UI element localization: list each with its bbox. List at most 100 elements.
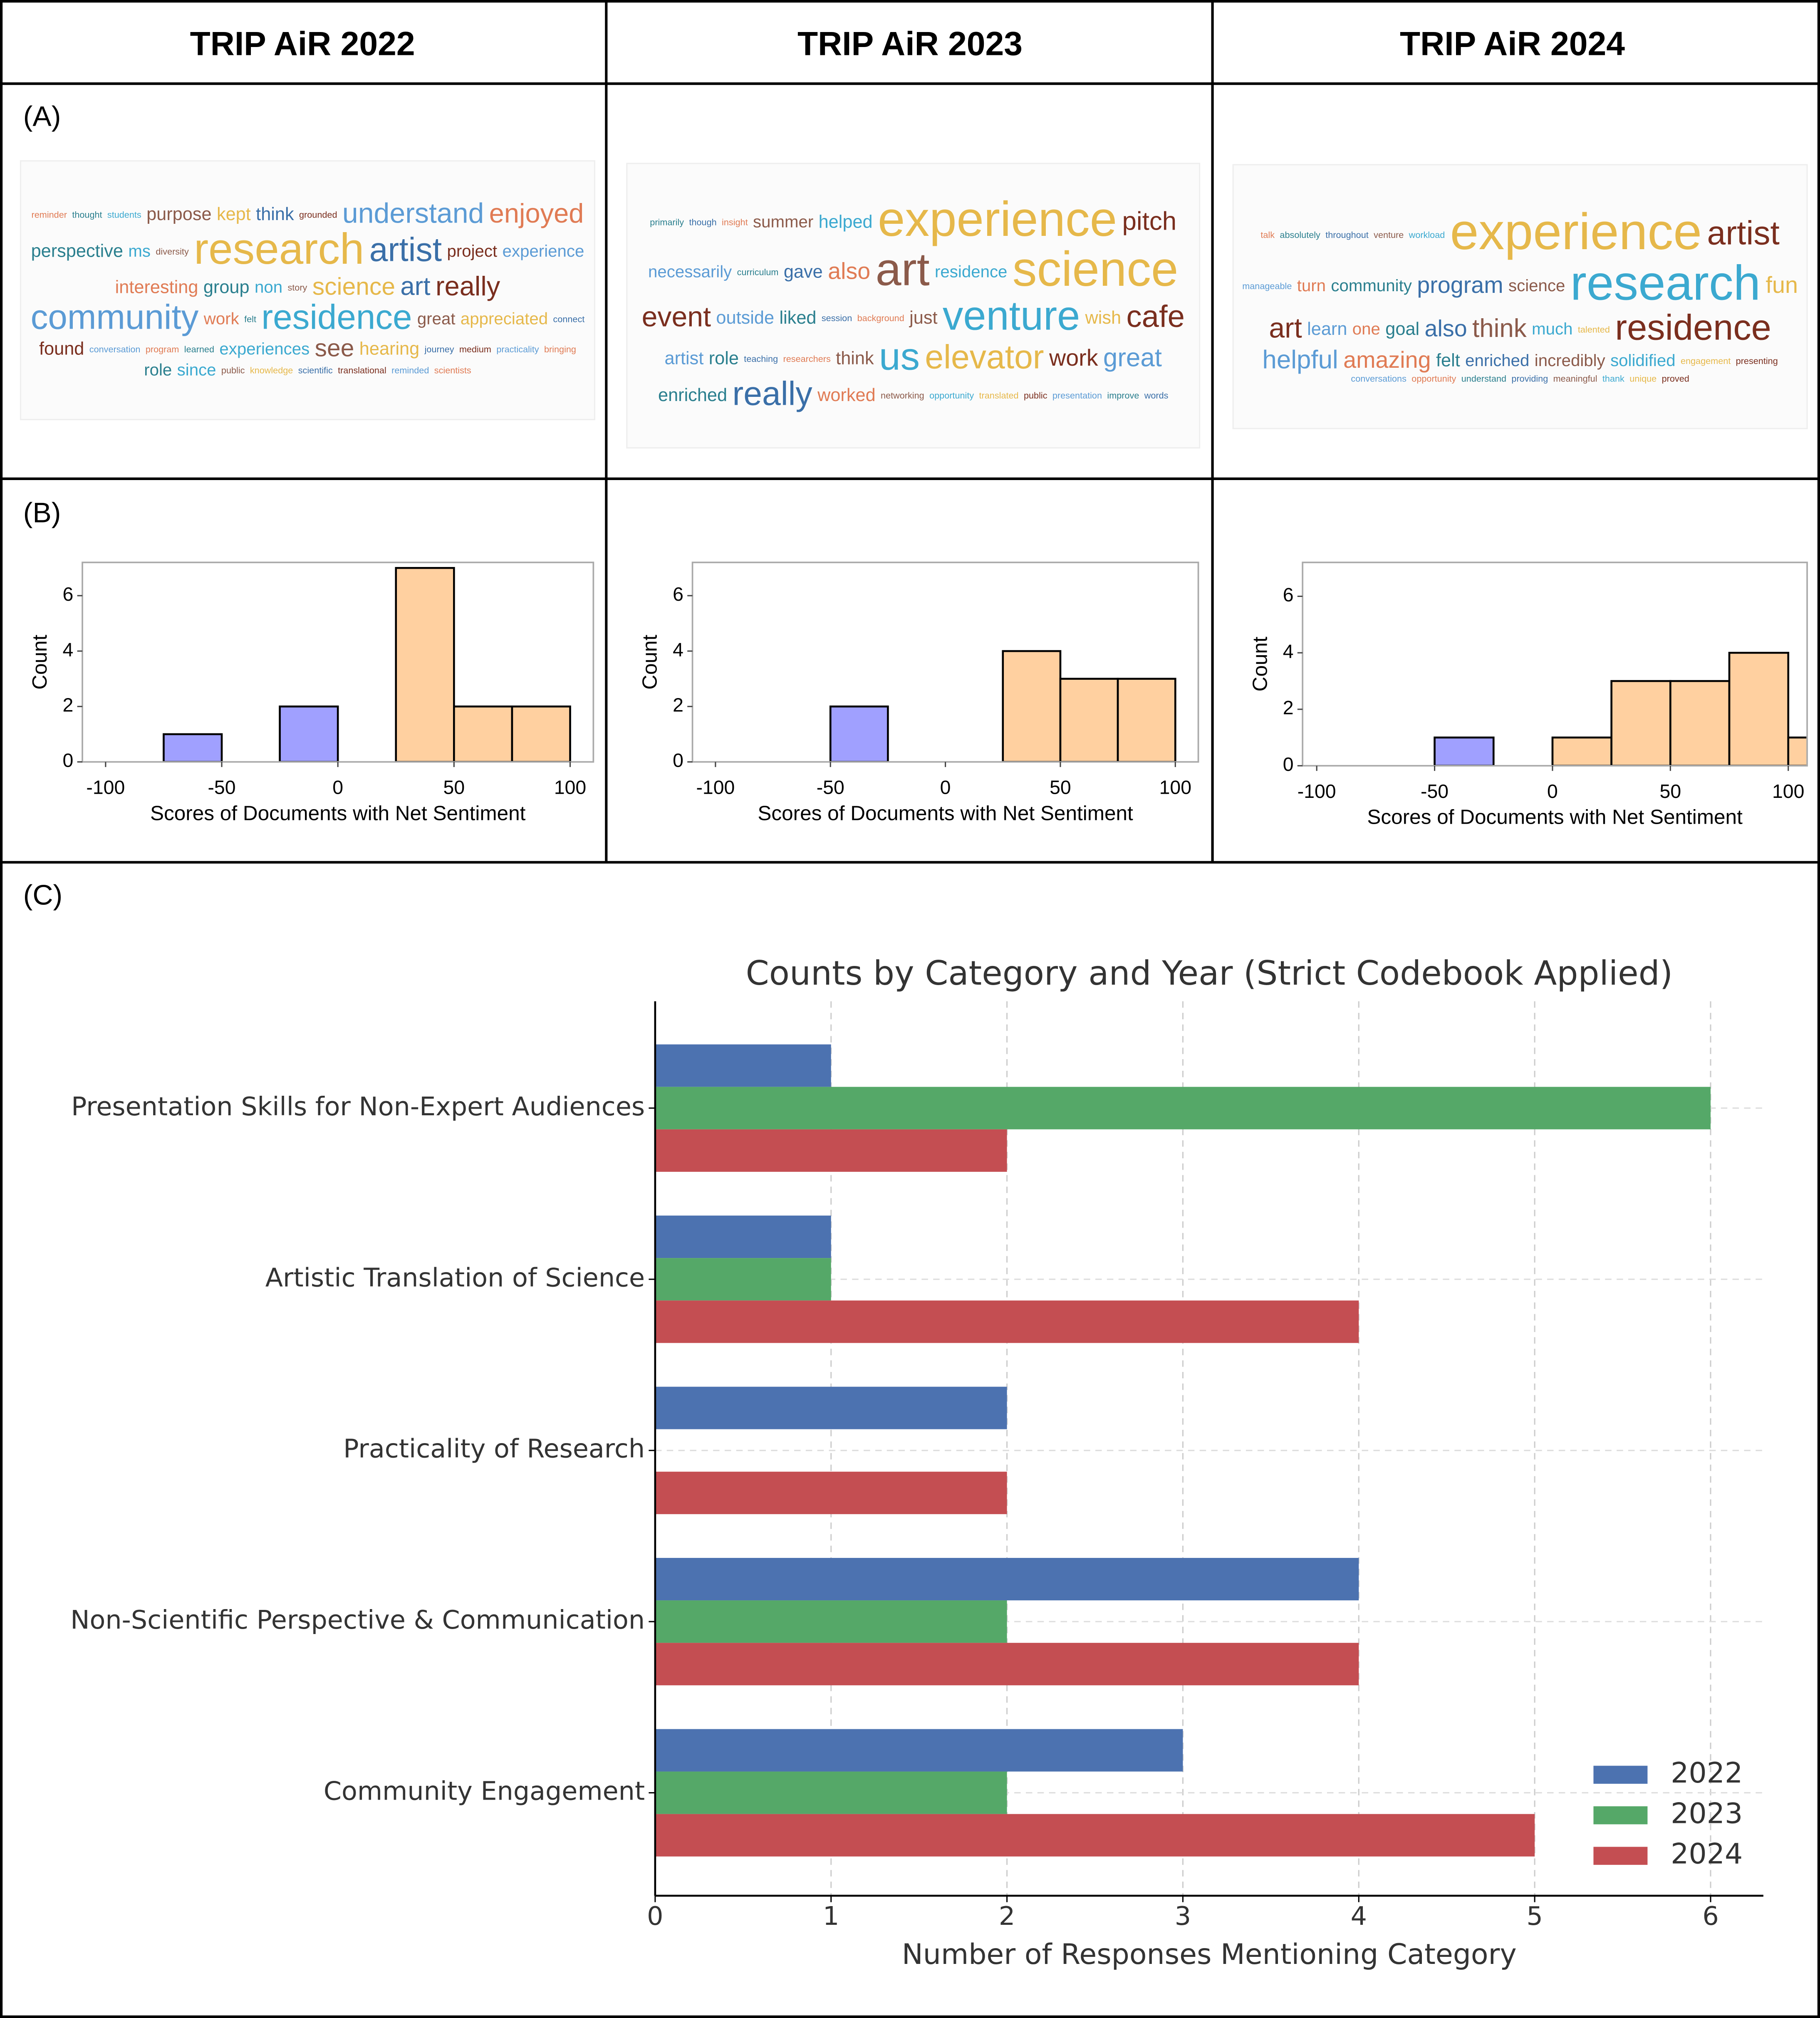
word: opportunity <box>929 390 974 401</box>
word: summer <box>753 213 813 231</box>
column-title: TRIP AiR 2023 <box>797 25 1023 63</box>
word: experience <box>503 242 584 260</box>
bar <box>655 1729 1183 1772</box>
x-tick-label: -100 <box>696 777 735 798</box>
bar <box>1551 736 1612 766</box>
word: science <box>1508 276 1565 295</box>
word: program <box>1417 272 1503 298</box>
y-tick-label: 6 <box>1283 584 1294 606</box>
word: opportunity <box>1411 374 1456 384</box>
y-tick-label: 6 <box>63 583 74 605</box>
word: enjoyed <box>489 198 584 228</box>
word: practicality <box>496 344 539 354</box>
bar <box>395 567 455 762</box>
word: venture <box>943 292 1080 338</box>
bar <box>655 1771 1007 1814</box>
bar <box>279 705 339 762</box>
bar <box>829 705 889 762</box>
x-axis-label: Scores of Documents with Net Sentiment <box>150 802 526 825</box>
panel-label: (C) <box>23 879 62 911</box>
x-tick-label: 0 <box>647 1901 663 1931</box>
word: engagement <box>1681 356 1731 366</box>
x-tick-label: 4 <box>1351 1901 1367 1931</box>
bar <box>655 1600 1007 1643</box>
word: learned <box>184 344 214 354</box>
word: see <box>315 335 354 362</box>
bar <box>1610 680 1671 766</box>
word: also <box>828 258 870 284</box>
bar <box>655 1258 831 1301</box>
word: goal <box>1385 319 1419 339</box>
x-tick-label: 100 <box>1772 780 1804 802</box>
word: just <box>909 308 937 328</box>
chart-title: Counts by Category and Year (Strict Code… <box>746 953 1673 993</box>
word: role <box>709 349 739 369</box>
y-tick-label: Practicality of Research <box>343 1434 645 1464</box>
bar <box>1669 680 1731 766</box>
word: workload <box>1409 230 1445 240</box>
word: turn <box>1297 276 1326 295</box>
word: conversation <box>89 344 141 354</box>
word: translated <box>979 390 1019 401</box>
word: words <box>1144 390 1169 401</box>
y-tick-label: Non-Scientific Perspective & Communicati… <box>70 1605 645 1635</box>
word: teaching <box>744 354 778 364</box>
word: think <box>256 204 294 224</box>
bar <box>655 1300 1359 1343</box>
word: perspective <box>31 241 123 261</box>
word: medium <box>459 344 491 354</box>
x-tick-label: 0 <box>332 777 343 798</box>
bar <box>655 1387 1007 1429</box>
legend-swatch <box>1593 1806 1648 1825</box>
word: thought <box>72 209 102 220</box>
x-tick-label: 50 <box>443 777 465 798</box>
word: one <box>1352 319 1380 338</box>
word: solidified <box>1610 351 1676 370</box>
y-axis-label: Count <box>1248 636 1271 691</box>
word: networking <box>881 390 924 401</box>
word: pitch <box>1122 207 1176 235</box>
word: meaningful <box>1553 374 1597 384</box>
word: residence <box>261 297 412 337</box>
word: public <box>221 365 245 375</box>
bar <box>655 1557 1359 1601</box>
word: learn <box>1307 319 1347 339</box>
x-tick-label: 50 <box>1660 780 1681 802</box>
word: journey <box>424 344 454 354</box>
word: students <box>107 209 141 220</box>
x-tick-label: 5 <box>1526 1901 1543 1931</box>
word: venture <box>1374 230 1404 240</box>
word: experiences <box>219 339 310 358</box>
x-tick-label: -50 <box>208 777 235 798</box>
word: since <box>177 360 216 379</box>
word: translational <box>338 365 386 375</box>
word: background <box>857 313 904 323</box>
word: found <box>39 339 84 359</box>
x-tick-label: -50 <box>1421 780 1449 802</box>
x-tick-label: 1 <box>823 1901 839 1931</box>
word: outside <box>716 308 774 328</box>
legend-label: 2024 <box>1671 1838 1743 1871</box>
word: experience <box>878 192 1117 246</box>
x-axis-label: Scores of Documents with Net Sentiment <box>1367 806 1743 829</box>
bar <box>453 705 513 762</box>
word: understand <box>342 198 484 229</box>
word-cloud: primarily though insight summer helped experi… <box>642 192 1185 413</box>
word: fun <box>1766 272 1798 298</box>
word: providing <box>1511 374 1548 384</box>
word: residence <box>1615 307 1771 347</box>
word: great <box>1103 343 1162 372</box>
x-axis-label: Scores of Documents with Net Sentiment <box>758 802 1133 825</box>
word: much <box>1532 319 1572 338</box>
word: bringing <box>544 344 576 354</box>
x-tick-label: 0 <box>1547 780 1558 802</box>
y-tick-label: 2 <box>63 694 74 716</box>
word: art <box>876 243 930 295</box>
word: community <box>31 297 199 337</box>
word: work <box>203 309 240 328</box>
x-axis-label: Number of Responses Mentioning Category <box>902 1938 1517 1971</box>
word-cloud: talk absolutely throughout venture workload e… <box>1242 203 1798 384</box>
word: reminded <box>391 365 429 375</box>
word: experience <box>1450 203 1702 260</box>
y-tick-label: 6 <box>673 583 683 605</box>
